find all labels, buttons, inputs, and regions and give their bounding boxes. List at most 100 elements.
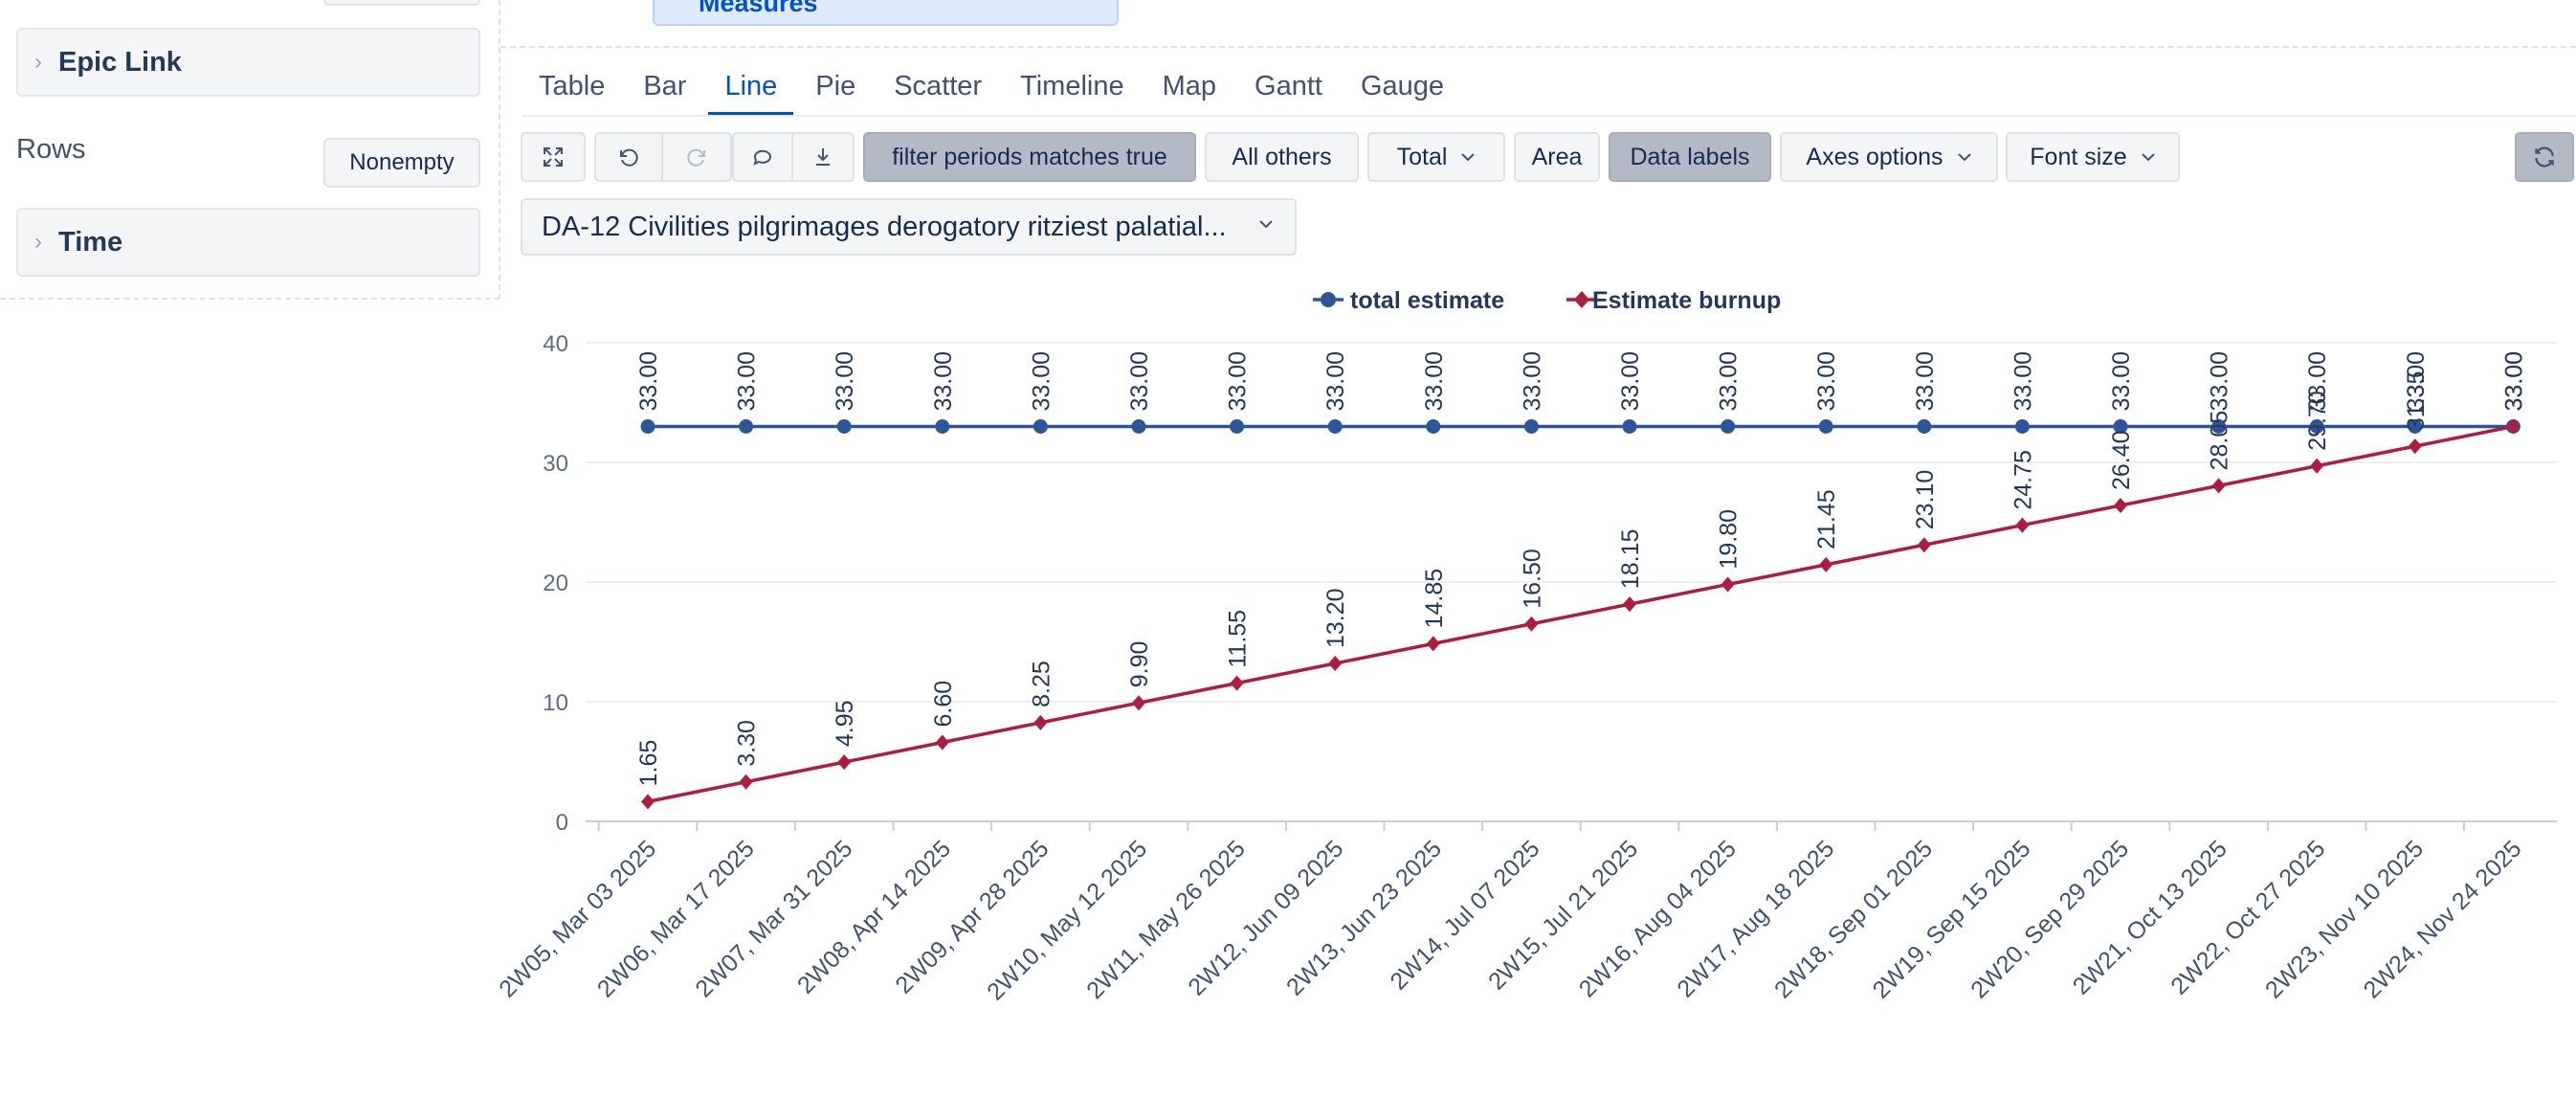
data-point (935, 734, 949, 751)
data-label: 33.00 (2403, 351, 2430, 412)
data-label: 11.55 (1225, 610, 1252, 668)
data-point (1721, 576, 1735, 593)
data-label: 33.00 (635, 351, 662, 412)
data-point (2310, 458, 2324, 474)
data-label: 33.00 (2304, 351, 2331, 412)
data-point (1230, 419, 1245, 434)
data-point (1917, 537, 1931, 553)
data-label: 33.00 (1912, 351, 1939, 412)
data-label: 29.70 (2304, 391, 2331, 451)
time-dimension[interactable]: › Time (16, 208, 480, 277)
data-point (1524, 616, 1539, 632)
data-label: 16.50 (1519, 549, 1545, 609)
tab-line[interactable]: Line (708, 67, 794, 115)
data-label: 33.00 (1813, 351, 1840, 412)
epic-link-dimension[interactable]: › Epic Link (16, 28, 480, 97)
data-point (1721, 419, 1736, 434)
refresh-icon (2535, 146, 2554, 168)
tab-bar[interactable]: Bar (643, 71, 687, 101)
legend-label: total estimate (1350, 287, 1504, 314)
data-point (1426, 636, 1440, 652)
data-point (1622, 419, 1637, 434)
data-point (1623, 596, 1636, 613)
comment-button[interactable] (734, 134, 794, 180)
comment-icon (753, 149, 771, 166)
chevron-down-icon (1957, 153, 1971, 162)
data-point (640, 419, 655, 434)
download-icon (816, 148, 831, 166)
data-label: 31.35 (2403, 371, 2430, 432)
legend-label: Estimate burnup (1592, 287, 1781, 314)
data-label: 33.00 (2500, 351, 2527, 412)
tab-timeline[interactable]: Timeline (1020, 71, 1124, 101)
font-size-dropdown[interactable]: Font size (2006, 132, 2180, 182)
fullscreen-button[interactable] (521, 132, 586, 182)
data-label: 33.00 (1519, 351, 1545, 412)
data-label: 33.00 (1225, 351, 1252, 412)
chevron-down-icon (1461, 153, 1476, 162)
data-label: 33.00 (930, 351, 957, 412)
data-label: 33.00 (2500, 351, 2527, 412)
chevron-down-icon (1259, 220, 1273, 229)
section-divider (500, 46, 2576, 48)
tab-gantt[interactable]: Gantt (1255, 71, 1322, 101)
y-tick-label: 30 (543, 451, 568, 477)
tab-pie[interactable]: Pie (815, 71, 856, 101)
data-label: 1.65 (635, 740, 662, 787)
legend-marker (1574, 291, 1589, 308)
data-label: 19.80 (1716, 509, 1743, 570)
data-point (837, 754, 852, 771)
data-point (2506, 418, 2520, 435)
undo-icon (620, 148, 638, 167)
total-label: Total (1396, 143, 1448, 170)
data-point (2211, 478, 2226, 494)
data-labels-button[interactable]: Data labels (1609, 132, 1771, 182)
all-others-button[interactable]: All others (1205, 132, 1359, 182)
data-point (1033, 419, 1048, 434)
nonempty-button[interactable]: Nonempty (323, 138, 480, 188)
time-label: Time (58, 226, 123, 258)
data-point (2309, 419, 2324, 434)
data-point (1818, 419, 1833, 434)
data-label: 3.30 (734, 720, 761, 767)
data-point (2114, 498, 2127, 513)
data-point (1033, 714, 1048, 730)
data-label: 33.00 (734, 351, 761, 412)
area-button[interactable]: Area (1514, 132, 1600, 182)
tab-table[interactable]: Table (539, 71, 606, 101)
data-point (641, 794, 655, 810)
legend-marker (1321, 292, 1336, 307)
axes-options-dropdown[interactable]: Axes options (1780, 132, 1998, 182)
tab-gauge[interactable]: Gauge (1360, 71, 1445, 101)
axes-options-label: Axes options (1806, 143, 1943, 170)
columns-option-button[interactable] (323, 0, 480, 6)
data-point (739, 774, 753, 790)
redo-icon (687, 148, 706, 167)
y-tick-label: 10 (543, 690, 568, 716)
download-button[interactable] (793, 134, 853, 180)
issue-selector-dropdown[interactable]: DA-12 Civilities pilgrimages derogatory … (521, 198, 1297, 256)
data-point (2408, 419, 2423, 434)
refresh-button[interactable] (2515, 132, 2574, 182)
data-label: 13.20 (1322, 588, 1349, 648)
data-point (1328, 656, 1343, 671)
x-tick-label: 2W10, May 12 2025 (982, 835, 1152, 1005)
data-label: 8.25 (1028, 661, 1055, 707)
tab-scatter[interactable]: Scatter (894, 71, 983, 101)
data-label: 33.00 (1421, 351, 1448, 412)
measures-dimension[interactable]: Measures (653, 0, 1119, 26)
tab-map[interactable]: Map (1162, 71, 1217, 101)
data-label: 14.85 (1421, 569, 1448, 629)
data-label: 18.15 (1617, 529, 1644, 590)
data-label: 21.45 (1813, 489, 1840, 550)
redo-button[interactable] (663, 134, 730, 180)
issue-selector-value: DA-12 Civilities pilgrimages derogatory … (542, 211, 1227, 242)
filter-periods-button[interactable]: filter periods matches true (863, 132, 1196, 182)
undo-button[interactable] (596, 134, 664, 180)
y-tick-label: 0 (556, 810, 568, 836)
data-point (1426, 419, 1441, 434)
data-point (935, 419, 950, 434)
data-label: 6.60 (930, 681, 957, 728)
total-dropdown[interactable]: Total (1367, 132, 1505, 182)
data-point (1327, 419, 1343, 434)
